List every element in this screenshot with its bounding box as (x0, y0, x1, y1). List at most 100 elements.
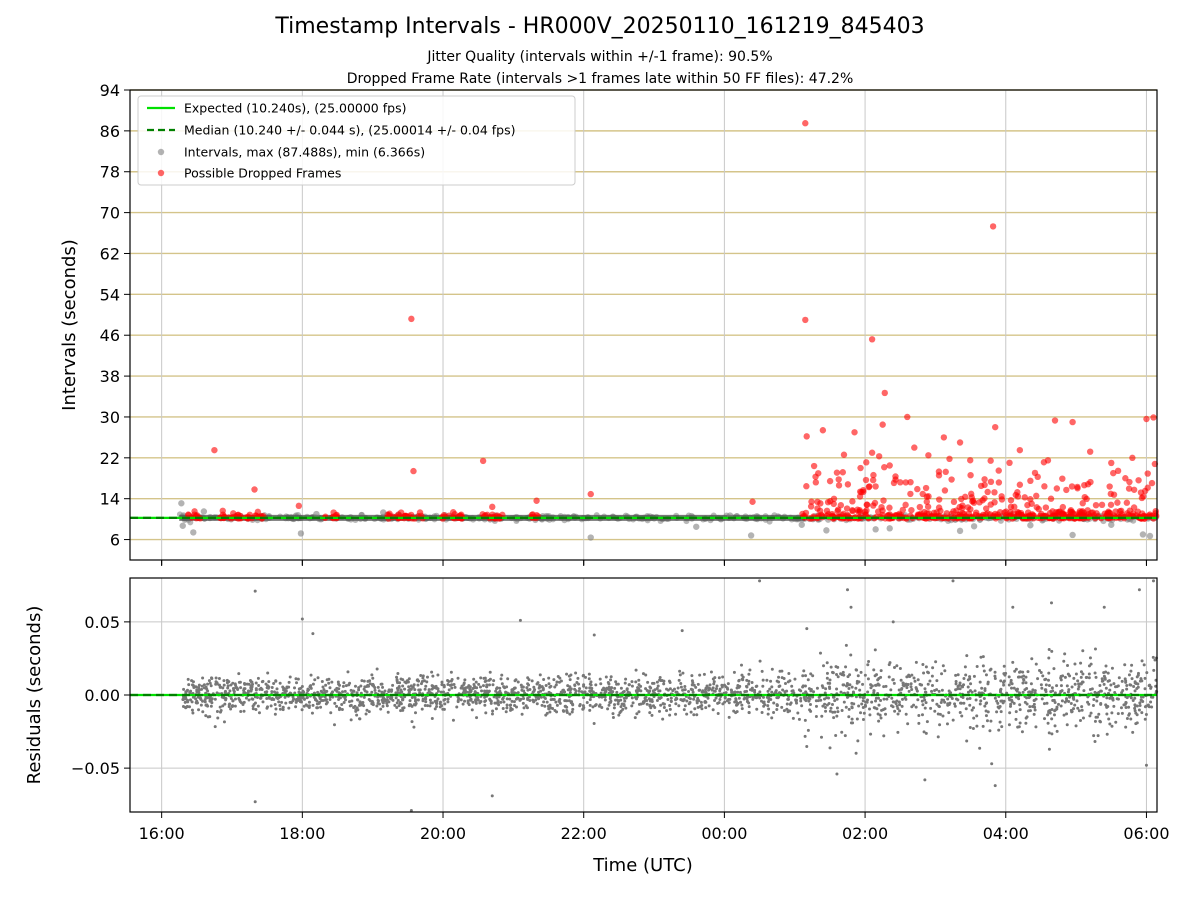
residual-point (923, 778, 927, 782)
residual-point (371, 676, 375, 680)
residual-point (516, 680, 520, 684)
residual-point (476, 696, 480, 700)
residual-point (630, 696, 634, 700)
residual-point (350, 699, 354, 703)
interval-point (313, 510, 320, 518)
residual-point (1085, 675, 1089, 679)
residual-point (820, 714, 824, 718)
x-tick-label: 06:00 (1123, 824, 1169, 843)
residual-point (923, 690, 927, 694)
residual-point (872, 668, 876, 672)
residual-point (859, 670, 863, 674)
residual-point (689, 710, 693, 714)
dropped-frame-point (1086, 448, 1094, 455)
residual-point (181, 697, 185, 701)
dropped-frame-point (946, 455, 953, 463)
residual-point (682, 708, 686, 712)
residual-point (379, 707, 383, 711)
residual-point (690, 683, 694, 687)
residual-point (847, 707, 851, 711)
residual-point (272, 682, 276, 686)
residual-point (1000, 725, 1004, 729)
residual-point (934, 660, 938, 664)
residual-point (968, 696, 972, 700)
dropped-frame-point (1042, 504, 1050, 511)
residual-point (453, 685, 457, 689)
residual-point (539, 695, 543, 699)
residual-point (561, 688, 565, 692)
residual-point (428, 704, 432, 708)
residual-point (284, 701, 288, 705)
residual-point (929, 706, 933, 710)
residual-point (611, 712, 615, 716)
residual-point (1079, 675, 1083, 679)
residual-point (707, 704, 711, 708)
residual-point (842, 700, 846, 704)
residual-point (1053, 724, 1057, 728)
residual-point (1104, 664, 1108, 668)
residual-point (925, 720, 929, 724)
residual-point (748, 668, 752, 672)
residual-point (814, 704, 818, 708)
residual-point (866, 698, 870, 702)
residual-point (1122, 703, 1126, 707)
residual-point (285, 686, 289, 690)
residual-point (923, 698, 927, 702)
residual-point (412, 725, 416, 729)
residual-point (1093, 719, 1097, 723)
residual-point (213, 697, 217, 701)
residual-point (863, 704, 867, 708)
residual-point (1041, 674, 1045, 678)
residual-point (1081, 649, 1085, 653)
residual-point (525, 706, 529, 710)
residual-point (1142, 663, 1146, 667)
y-tick-label: 78 (100, 163, 120, 182)
residual-point (548, 710, 552, 714)
dropped-frame-point (1033, 504, 1040, 511)
residual-point (1022, 677, 1026, 681)
residual-point (819, 698, 823, 702)
dropped-frame-point (1088, 509, 1095, 516)
residual-point (818, 651, 822, 655)
residual-point (599, 682, 603, 686)
residual-point (972, 674, 976, 678)
residual-point (1089, 711, 1093, 715)
residual-point (387, 689, 391, 693)
residual-point (839, 690, 843, 694)
residual-point (1050, 732, 1054, 736)
residual-point (547, 682, 551, 686)
residual-point (1095, 699, 1099, 703)
residual-point (901, 683, 905, 687)
residual-point (506, 677, 510, 681)
dropped-frame-point (1126, 478, 1133, 486)
residual-point (630, 704, 634, 708)
residual-point (828, 746, 832, 750)
residual-point (850, 705, 854, 709)
residual-point (592, 633, 596, 637)
residual-point (919, 683, 923, 687)
residual-point (365, 690, 369, 694)
residual-point (521, 701, 525, 705)
residual-point (541, 686, 545, 690)
residual-point (376, 701, 380, 705)
residual-point (397, 704, 401, 708)
residual-point (348, 704, 352, 708)
residual-point (238, 700, 242, 704)
residual-point (672, 687, 676, 691)
residual-point (943, 669, 947, 673)
residual-point (1087, 676, 1091, 680)
dropped-frame-point (943, 510, 951, 517)
residual-point (681, 699, 685, 703)
residual-point (373, 686, 377, 690)
residual-point (679, 682, 683, 686)
residual-point (548, 706, 552, 710)
residual-point (318, 700, 322, 704)
residual-point (386, 710, 390, 714)
residual-point (872, 706, 876, 710)
residual-point (1011, 605, 1015, 609)
residual-point (566, 688, 570, 692)
residual-point (904, 697, 908, 701)
residual-point (587, 677, 591, 681)
residual-point (1129, 683, 1133, 687)
dropped-frame-point (1114, 467, 1122, 475)
